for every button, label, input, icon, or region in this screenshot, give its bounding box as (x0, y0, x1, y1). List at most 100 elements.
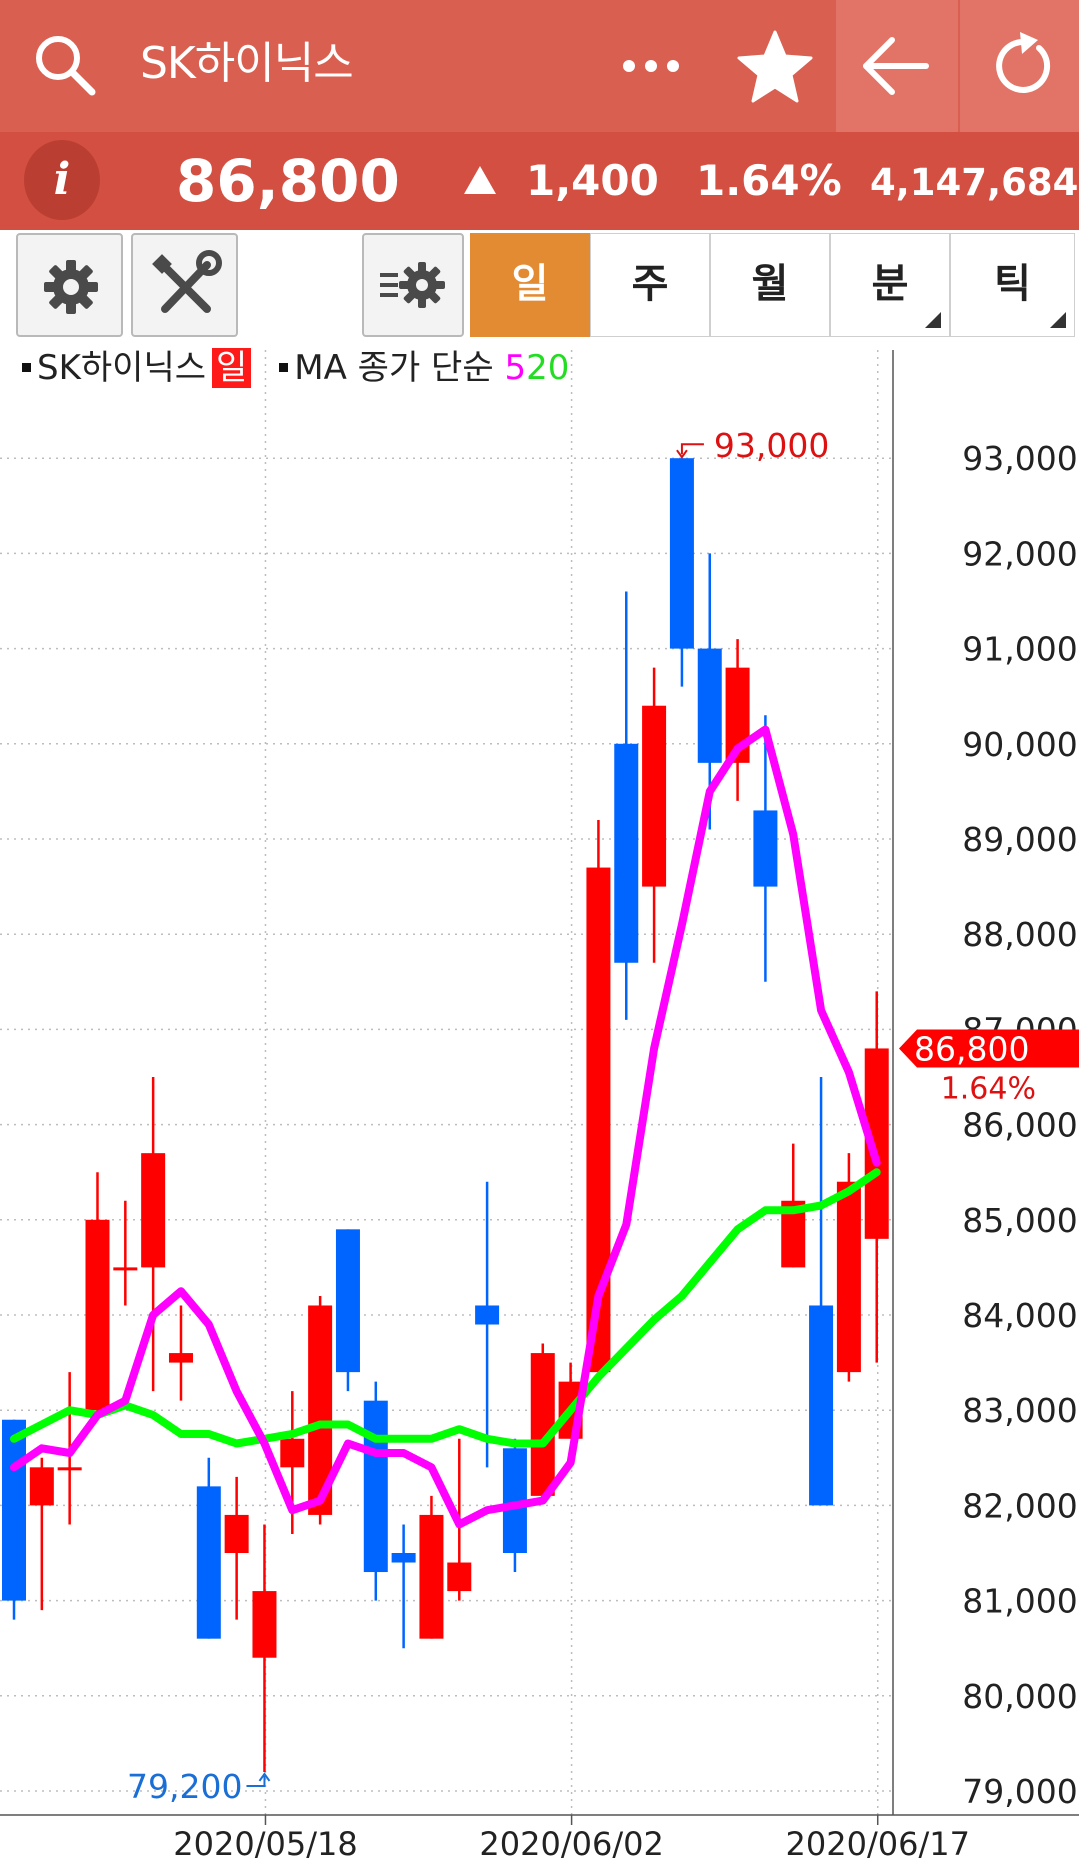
info-button[interactable]: i (24, 140, 100, 220)
tab-tick[interactable]: 틱 (950, 233, 1075, 337)
current-price-tag-label: 86,800 (914, 1029, 1029, 1068)
price-tick-label: 89,000 (962, 820, 1077, 859)
candle-down (363, 1400, 388, 1573)
candle-down (809, 1305, 834, 1506)
current-change-percent: 1.64% (941, 1071, 1036, 1106)
dropdown-corner-icon (925, 312, 941, 328)
dropdown-corner-icon (1050, 312, 1066, 328)
tab-monthly[interactable]: 월 (710, 233, 830, 337)
price-change-percent: 1.64% (696, 156, 842, 205)
info-icon: i (53, 154, 71, 205)
current-price-tag (899, 1029, 1079, 1068)
candle-up (252, 1591, 277, 1658)
chart-toolbar: 일 주 월 분 틱 (0, 230, 1079, 342)
ma20-line (10, 1168, 881, 1448)
price-tick-label: 80,000 (962, 1677, 1077, 1716)
candle-up (29, 1467, 54, 1506)
candle-down (669, 458, 694, 649)
legend-series-name: SK하이닉스 (37, 348, 206, 388)
price-tick-label: 83,000 (962, 1391, 1077, 1430)
candle-down (196, 1486, 221, 1639)
quote-bar: i 86,800 1,400 1.64% 4,147,684 (0, 132, 1079, 230)
up-triangle-icon (464, 166, 496, 194)
tools-icon (152, 250, 222, 313)
tab-weekly[interactable]: 주 (590, 233, 710, 337)
price-tick-label: 82,000 (962, 1486, 1077, 1525)
candle-up (113, 1267, 138, 1271)
legend-ma-label: MA 종가 단순 (294, 348, 494, 388)
price-tick-label: 92,000 (962, 534, 1077, 573)
date-tick-label: 2020/05/18 (173, 1825, 357, 1861)
candle-down (697, 648, 722, 763)
candle-up (836, 1181, 861, 1373)
trading-volume: 4,147,684 (870, 161, 1079, 204)
candle-up (530, 1353, 555, 1496)
date-tick-label: 2020/06/17 (786, 1825, 970, 1861)
candle-up (419, 1514, 444, 1639)
date-tick-label: 2020/06/02 (479, 1825, 663, 1861)
candle-up (141, 1153, 166, 1268)
candle-down (614, 743, 639, 963)
moving-averages (10, 725, 881, 1529)
price-tick-label: 93,000 (962, 439, 1077, 478)
legend-ma-fast: 5 (504, 348, 527, 388)
candle-down (2, 1419, 26, 1601)
price-tick-label: 86,000 (962, 1106, 1077, 1145)
legend-period-badge: 일 (212, 348, 252, 388)
chart-legend: SK하이닉스 일 MA 종가 단순 520 (22, 346, 569, 390)
candle-up (642, 705, 667, 887)
candle-up (85, 1219, 110, 1411)
candle-down (391, 1553, 416, 1563)
tab-minute-label: 분 (871, 261, 909, 307)
candle-down (753, 810, 778, 887)
app-header: SK하이닉스 (0, 0, 1079, 132)
tab-minute[interactable]: 분 (830, 233, 950, 337)
settings-button[interactable] (16, 233, 123, 337)
candle-up (280, 1438, 305, 1468)
candle-up (168, 1353, 193, 1363)
candle-up (57, 1467, 82, 1471)
date-axis: 2020/05/18 2020/06/02 2020/06/17 (0, 1814, 1079, 1861)
price-tick-label: 79,000 (962, 1772, 1077, 1811)
tab-tick-label: 틱 (994, 261, 1031, 307)
price-change: 1,400 (526, 156, 659, 205)
candle-down (475, 1305, 500, 1325)
current-price: 86,800 (176, 147, 400, 215)
candle-up (447, 1562, 472, 1592)
price-tick-label: 90,000 (962, 725, 1077, 764)
price-tick-label: 84,000 (962, 1296, 1077, 1335)
candles (2, 458, 889, 1772)
high-marker-label: 93,000 (714, 426, 829, 465)
price-tick-label: 91,000 (962, 630, 1077, 669)
back-button[interactable] (836, 0, 958, 132)
gear-icon (44, 260, 98, 314)
legend-square-icon (22, 363, 31, 372)
indicator-settings-button[interactable] (362, 233, 464, 337)
tools-button[interactable] (131, 233, 238, 337)
low-marker-arrow (246, 1775, 266, 1787)
ma5-line (10, 725, 881, 1529)
chart-grid (0, 350, 893, 1815)
search-icon[interactable] (30, 30, 100, 100)
refresh-icon (996, 32, 1051, 93)
more-icon[interactable] (615, 28, 695, 104)
back-arrow-icon (863, 37, 929, 95)
star-icon[interactable] (735, 24, 815, 108)
candlestick-chart[interactable]: 93,00092,00091,00090,00089,00088,00087,0… (0, 342, 1079, 1861)
candle-down (335, 1229, 360, 1373)
price-tick-label: 85,000 (962, 1201, 1077, 1240)
high-marker-arrowhead (676, 449, 688, 459)
legend-ma-slow: 20 (526, 348, 570, 388)
tab-daily[interactable]: 일 (470, 233, 590, 337)
price-tick-label: 81,000 (962, 1582, 1077, 1621)
low-marker-arrowhead (258, 1772, 271, 1782)
price-tick-label: 88,000 (962, 915, 1077, 954)
high-marker-arrow (680, 443, 704, 455)
candle-up (224, 1514, 249, 1553)
stock-name-title[interactable]: SK하이닉스 (140, 38, 354, 89)
indicator-settings-icon (380, 262, 445, 308)
refresh-button[interactable] (960, 0, 1079, 132)
low-marker-label: 79,200 (127, 1767, 242, 1806)
legend-square-icon (279, 363, 289, 372)
